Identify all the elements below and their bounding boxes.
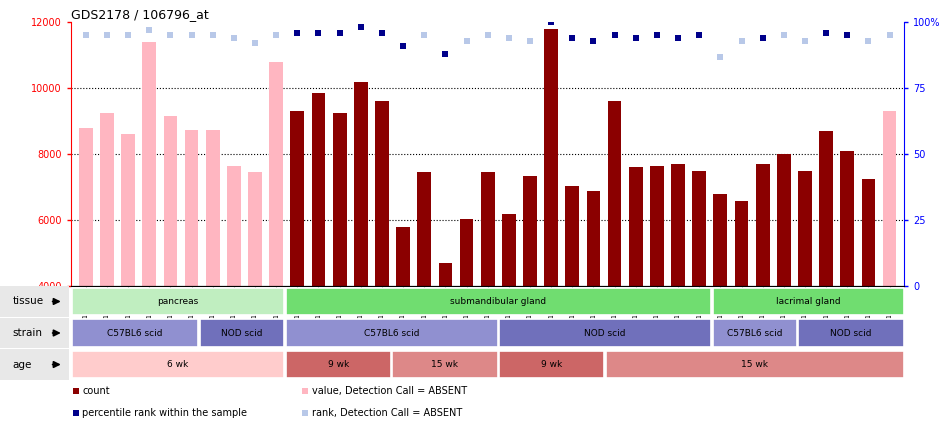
Bar	[286, 351, 391, 378]
Text: age: age	[12, 360, 32, 369]
Bar	[735, 201, 748, 286]
Bar	[713, 319, 796, 347]
Bar	[650, 166, 664, 286]
Text: 15 wk: 15 wk	[742, 360, 768, 369]
Text: rank, Detection Call = ABSENT: rank, Detection Call = ABSENT	[312, 408, 462, 418]
Text: GDS2178 / 106796_at: GDS2178 / 106796_at	[71, 8, 208, 21]
Bar	[798, 171, 812, 286]
Bar	[438, 263, 453, 286]
Text: NOD scid: NOD scid	[831, 329, 872, 337]
Bar	[459, 219, 474, 286]
Bar	[396, 227, 410, 286]
Text: 6 wk: 6 wk	[168, 360, 188, 369]
Bar	[418, 172, 431, 286]
Text: percentile rank within the sample: percentile rank within the sample	[82, 408, 247, 418]
Bar	[713, 194, 727, 286]
Text: 15 wk: 15 wk	[432, 360, 458, 369]
Text: NOD scid: NOD scid	[222, 329, 262, 337]
Bar	[332, 113, 347, 286]
Bar	[375, 102, 389, 286]
Text: C57BL6 scid: C57BL6 scid	[107, 329, 163, 337]
Text: submandibular gland: submandibular gland	[451, 297, 546, 306]
Bar	[671, 164, 685, 286]
Bar	[840, 151, 854, 286]
Bar	[79, 128, 93, 286]
Bar	[269, 62, 283, 286]
Bar	[72, 319, 198, 347]
Bar	[286, 319, 497, 347]
Bar	[227, 166, 241, 286]
Text: C57BL6 scid: C57BL6 scid	[727, 329, 782, 337]
Text: tissue: tissue	[12, 297, 44, 306]
Bar	[777, 155, 791, 286]
Bar	[502, 214, 516, 286]
Bar	[72, 351, 284, 378]
Text: value, Detection Call = ABSENT: value, Detection Call = ABSENT	[312, 386, 467, 396]
Bar	[312, 93, 326, 286]
Bar	[606, 351, 903, 378]
Bar	[286, 288, 711, 315]
Bar	[862, 179, 875, 286]
Bar	[200, 319, 284, 347]
Bar	[692, 171, 706, 286]
Text: pancreas: pancreas	[157, 297, 199, 306]
Bar	[608, 102, 621, 286]
Bar	[121, 135, 135, 286]
Bar	[523, 176, 537, 286]
Text: strain: strain	[12, 328, 43, 338]
Bar	[205, 130, 220, 286]
Bar	[819, 131, 833, 286]
Text: 9 wk: 9 wk	[541, 360, 563, 369]
Bar	[499, 351, 604, 378]
Bar	[354, 82, 367, 286]
Bar	[756, 164, 770, 286]
Bar	[713, 288, 903, 315]
Bar	[481, 172, 494, 286]
Bar	[392, 351, 497, 378]
Bar	[883, 111, 897, 286]
Bar	[565, 186, 580, 286]
Bar	[629, 167, 643, 286]
Bar	[142, 42, 156, 286]
Bar	[185, 130, 199, 286]
Text: C57BL6 scid: C57BL6 scid	[364, 329, 420, 337]
Bar	[499, 319, 711, 347]
Bar	[248, 172, 262, 286]
Text: lacrimal gland: lacrimal gland	[776, 297, 841, 306]
Bar	[545, 29, 558, 286]
Bar	[586, 190, 600, 286]
Bar	[164, 116, 177, 286]
Bar	[100, 113, 114, 286]
Bar	[291, 111, 304, 286]
Bar	[72, 288, 284, 315]
Text: NOD scid: NOD scid	[584, 329, 626, 337]
Text: 9 wk: 9 wk	[328, 360, 348, 369]
Bar	[798, 319, 903, 347]
Text: count: count	[82, 386, 110, 396]
